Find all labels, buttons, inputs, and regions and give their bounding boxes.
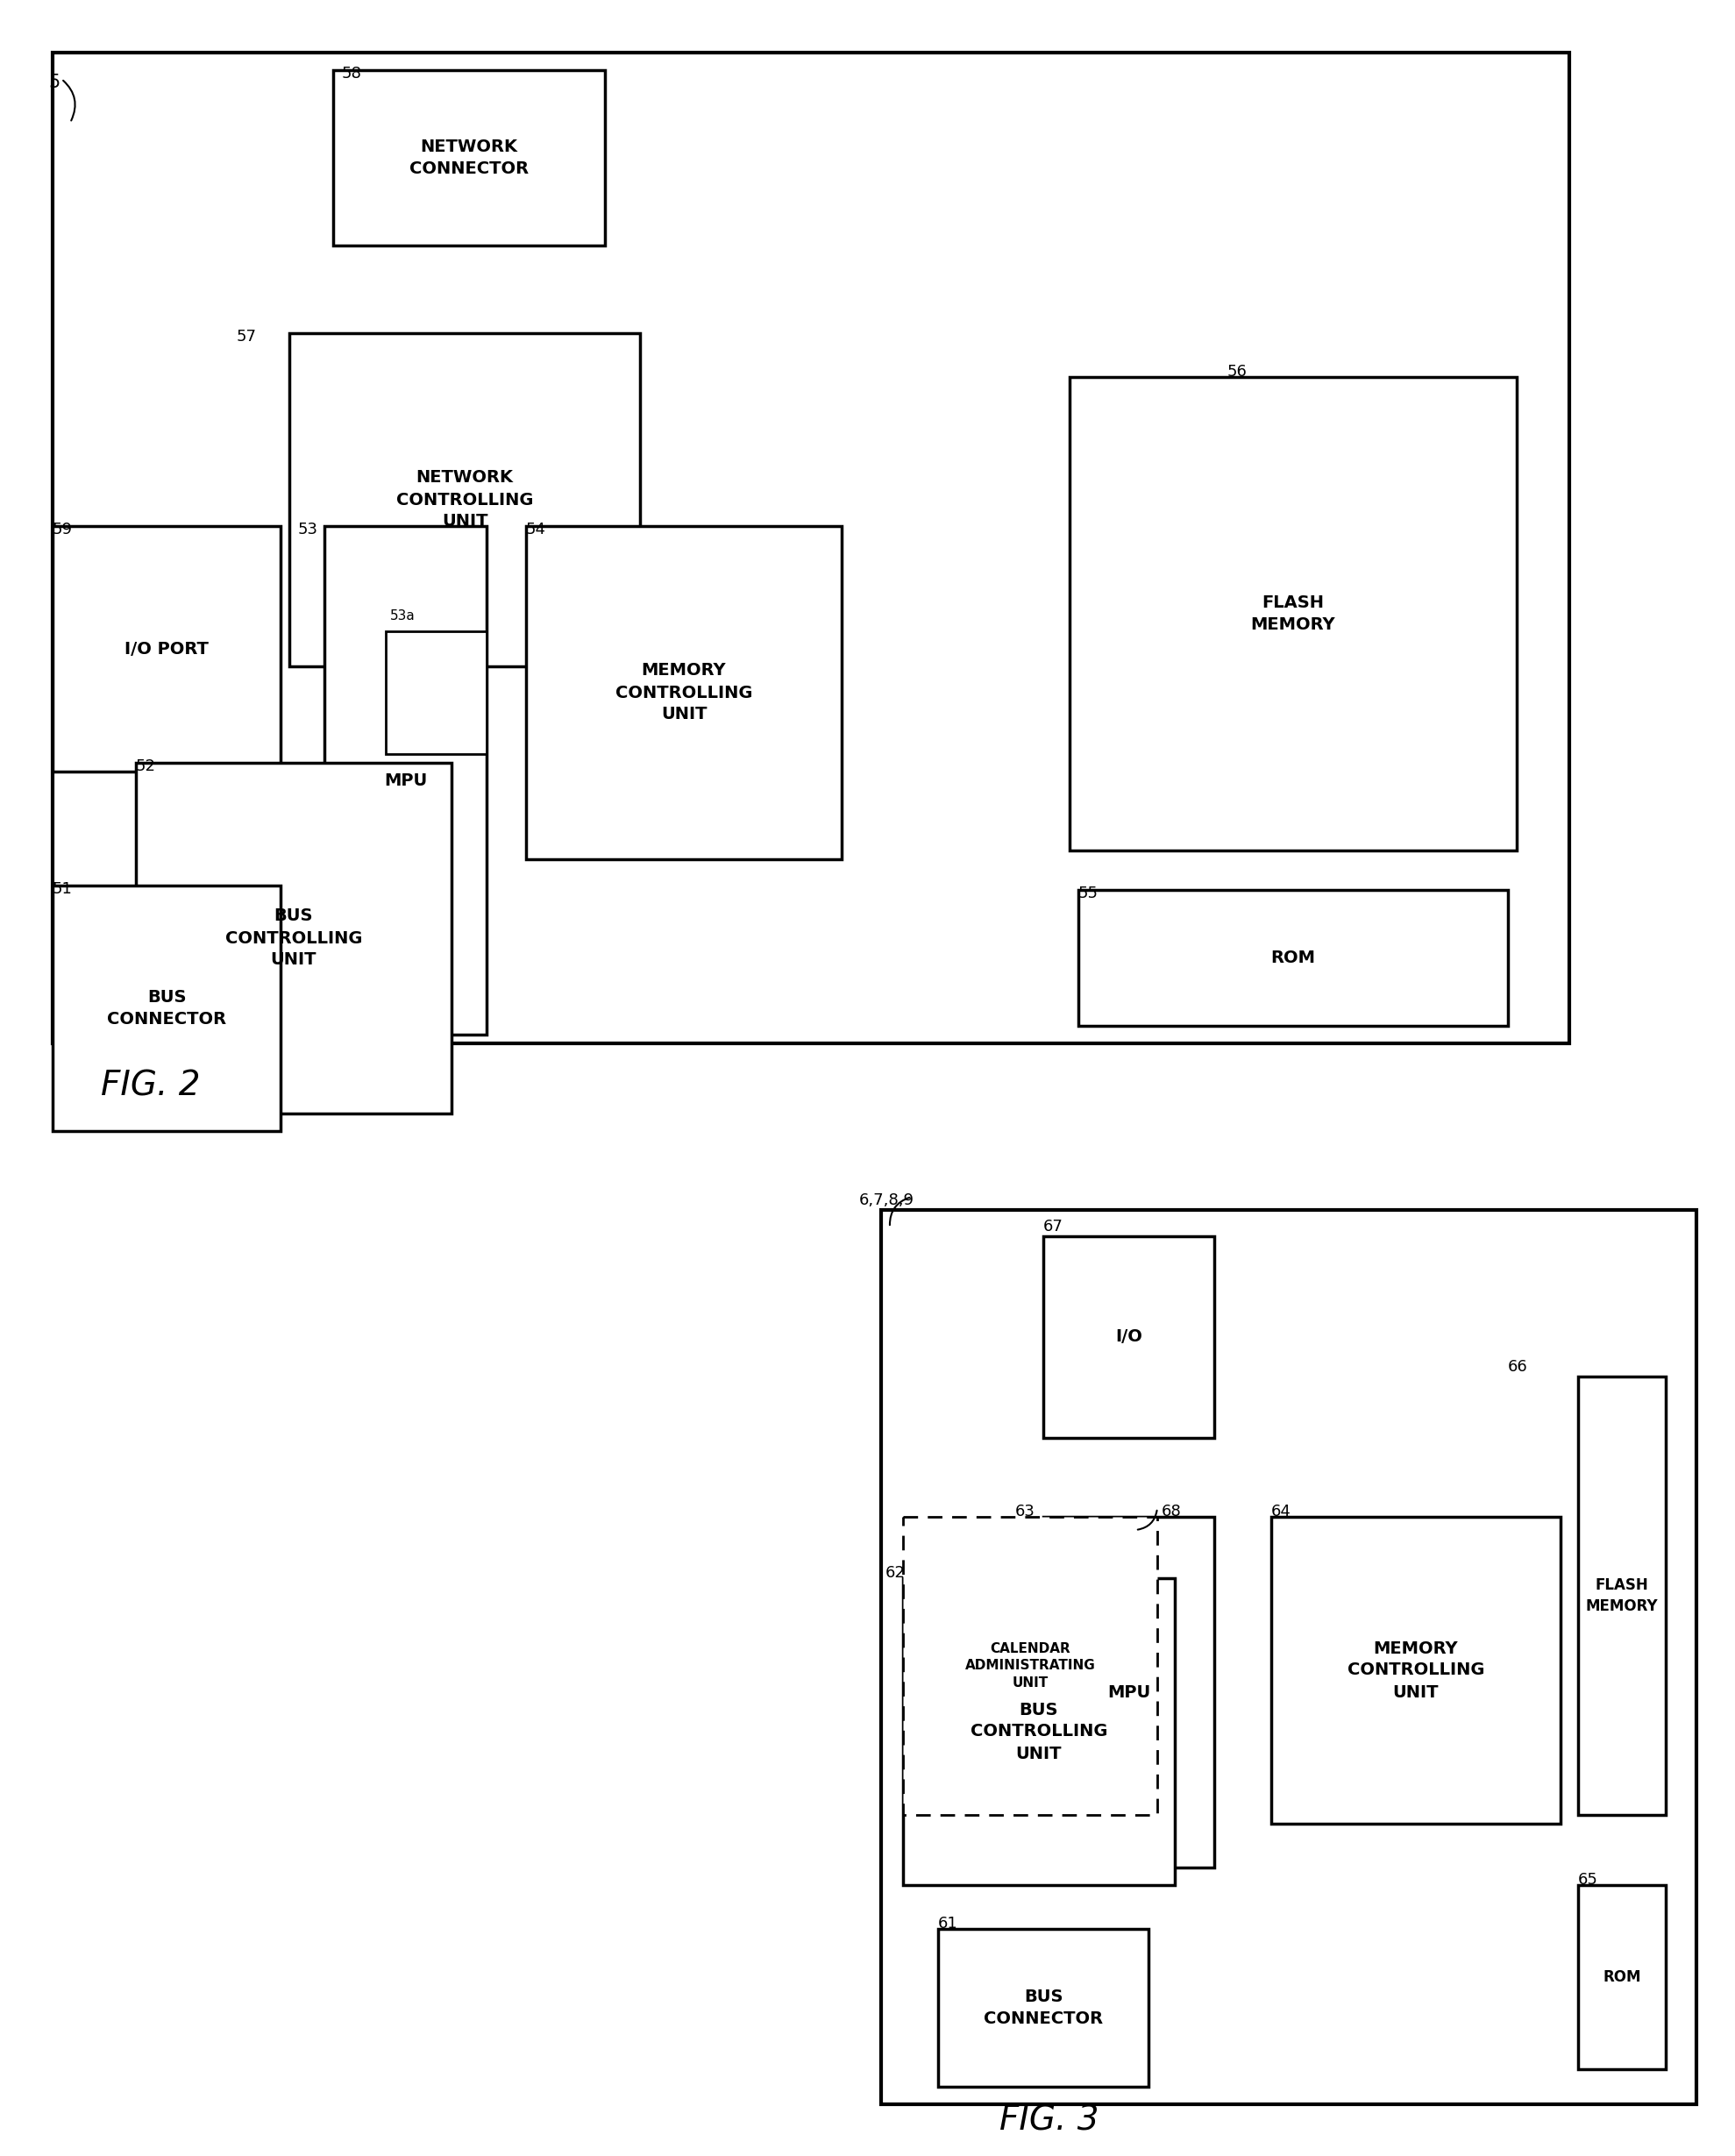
Text: 53: 53 — [298, 522, 318, 537]
Text: 64: 64 — [1272, 1503, 1291, 1520]
Bar — [135, 763, 451, 1112]
Text: 61: 61 — [939, 1917, 958, 1932]
Text: 58: 58 — [342, 67, 363, 82]
Text: BUS
CONNECTOR: BUS CONNECTOR — [108, 990, 226, 1028]
Bar — [52, 52, 1568, 1044]
Text: MPU: MPU — [383, 772, 427, 789]
Text: 67: 67 — [1043, 1218, 1064, 1235]
Bar — [1043, 1235, 1214, 1438]
Bar — [939, 1930, 1149, 2087]
Bar — [1069, 377, 1516, 849]
Text: 52: 52 — [135, 759, 156, 774]
Text: MEMORY
CONTROLLING
UNIT: MEMORY CONTROLLING UNIT — [1348, 1641, 1485, 1701]
Bar — [52, 886, 281, 1132]
Bar — [385, 632, 486, 755]
Bar — [290, 334, 640, 666]
Bar — [333, 71, 606, 246]
Text: 53a: 53a — [390, 610, 415, 623]
Bar — [1579, 1884, 1666, 2070]
Text: MPU: MPU — [1107, 1684, 1150, 1701]
Text: 55: 55 — [1079, 886, 1098, 901]
Text: BUS
CONNECTOR: BUS CONNECTOR — [984, 1988, 1103, 2027]
Bar — [881, 1210, 1697, 2104]
Text: 68: 68 — [1162, 1503, 1182, 1520]
Text: 5: 5 — [49, 73, 59, 91]
Text: BUS
CONTROLLING
UNIT: BUS CONTROLLING UNIT — [226, 908, 363, 968]
Bar — [526, 526, 841, 860]
Text: 57: 57 — [236, 330, 257, 345]
Text: MEMORY
CONTROLLING
UNIT: MEMORY CONTROLLING UNIT — [616, 662, 753, 722]
Bar — [1272, 1518, 1560, 1824]
Text: I/O: I/O — [1116, 1328, 1142, 1345]
Text: CALENDAR
ADMINISTRATING
UNIT: CALENDAR ADMINISTRATING UNIT — [965, 1643, 1095, 1690]
Text: FLASH
MEMORY: FLASH MEMORY — [1586, 1578, 1659, 1615]
Text: FIG. 2: FIG. 2 — [101, 1069, 200, 1104]
Text: 63: 63 — [1015, 1503, 1036, 1520]
Text: ROM: ROM — [1270, 949, 1315, 966]
Bar — [902, 1518, 1157, 1815]
Text: BUS
CONTROLLING
UNIT: BUS CONTROLLING UNIT — [970, 1701, 1107, 1761]
Text: FLASH
MEMORY: FLASH MEMORY — [1251, 595, 1336, 634]
Text: 59: 59 — [52, 522, 73, 537]
Text: FIG. 3: FIG. 3 — [999, 2104, 1098, 2137]
Text: NETWORK
CONTROLLING
UNIT: NETWORK CONTROLLING UNIT — [396, 470, 533, 530]
Bar — [1579, 1376, 1666, 1815]
Bar — [52, 526, 281, 772]
Text: 65: 65 — [1579, 1871, 1598, 1889]
Text: 54: 54 — [526, 522, 547, 537]
Bar — [902, 1578, 1175, 1884]
Bar — [1043, 1518, 1214, 1867]
Text: 62: 62 — [885, 1565, 906, 1580]
Text: ROM: ROM — [1603, 1968, 1641, 1986]
Text: I/O PORT: I/O PORT — [125, 640, 208, 658]
Bar — [1079, 890, 1508, 1026]
Text: 66: 66 — [1508, 1358, 1529, 1376]
Bar — [324, 526, 486, 1035]
Text: 6,7,8,9: 6,7,8,9 — [859, 1192, 914, 1207]
Text: 51: 51 — [52, 882, 73, 897]
Text: NETWORK
CONNECTOR: NETWORK CONNECTOR — [409, 138, 529, 177]
Text: 56: 56 — [1227, 364, 1247, 379]
